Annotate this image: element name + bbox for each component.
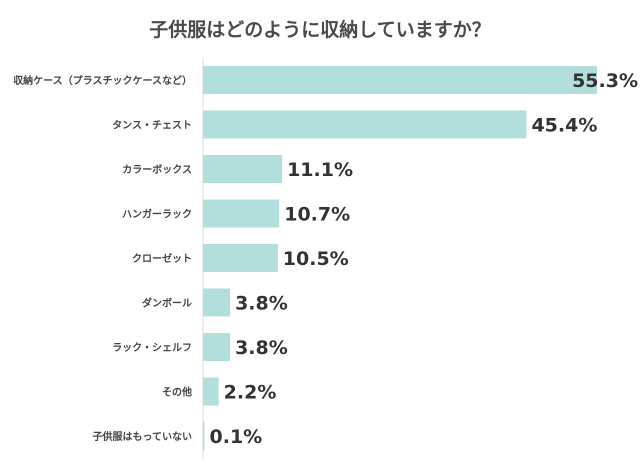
value-label: 45.4% xyxy=(531,115,597,137)
value-label: 55.3% xyxy=(572,70,638,92)
category-label: 子供服はもっていない xyxy=(93,430,193,443)
category-label: その他 xyxy=(162,386,192,399)
value-label: 0.1% xyxy=(210,426,263,448)
bar xyxy=(203,288,231,317)
category-label: カラーボックス xyxy=(122,163,192,176)
category-label: タンス・チェスト xyxy=(112,120,192,132)
bar xyxy=(203,377,219,406)
category-label: ラック・シェルフ xyxy=(112,342,192,354)
chart-title: 子供服はどのように収納していますか？ xyxy=(149,18,490,41)
bar xyxy=(203,66,597,94)
bar xyxy=(203,244,278,272)
category-label: ダンボール xyxy=(142,297,192,310)
category-label: 収納ケース（プラスチックケースなど） xyxy=(13,74,192,87)
category-label: ハンガーラック xyxy=(122,208,192,221)
bar xyxy=(203,422,205,450)
value-label: 11.1% xyxy=(287,159,353,181)
bar xyxy=(203,333,231,361)
value-label: 3.8% xyxy=(235,337,288,359)
value-label: 10.7% xyxy=(284,204,350,226)
category-label: クローゼット xyxy=(132,252,192,265)
bar xyxy=(203,199,280,228)
value-label: 3.8% xyxy=(235,293,288,315)
bar xyxy=(203,155,283,183)
bar xyxy=(203,110,527,139)
value-label: 2.2% xyxy=(224,382,277,404)
value-label: 10.5% xyxy=(283,248,349,270)
